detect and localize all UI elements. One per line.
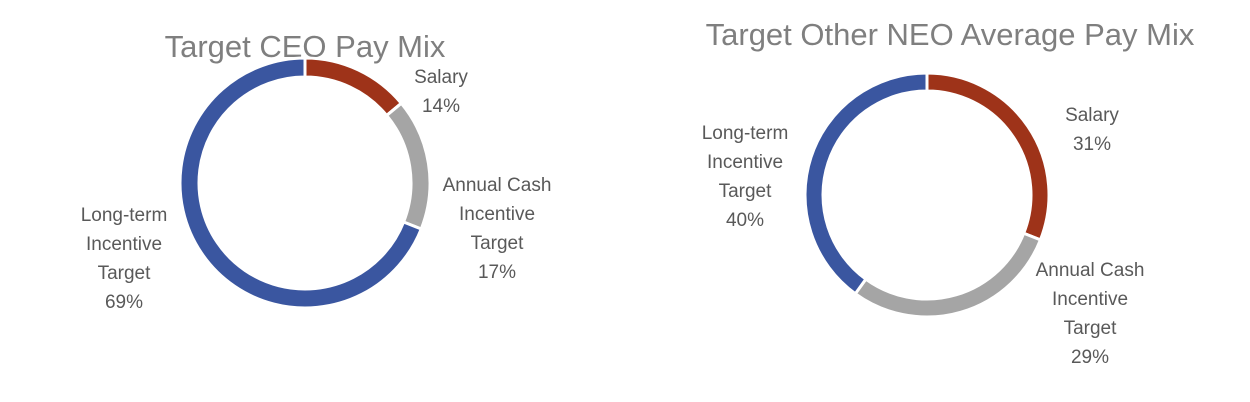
- neo-label-line: Incentive: [1052, 289, 1128, 310]
- neo-slice-salary: [925, 71, 1051, 242]
- ceo-donut: [178, 56, 432, 310]
- ceo-label-line: 17%: [478, 262, 516, 283]
- neo-label-line: Incentive: [707, 152, 783, 173]
- ceo-label-long-term-incentive-target: Long-term Incentive Target 69%: [81, 205, 168, 313]
- neo-donut: [803, 71, 1051, 319]
- ceo-label-line: Incentive: [459, 204, 535, 225]
- neo-label-line: 31%: [1073, 134, 1111, 155]
- neo-pay-mix-chart: Target Other NEO Average Pay Mix Salary 3…: [702, 17, 1195, 368]
- neo-label-line: Long-term: [702, 123, 789, 144]
- ceo-label-line: Target: [471, 233, 525, 254]
- ceo-label-line: 69%: [105, 292, 143, 313]
- ceo-label-line: Target: [98, 263, 152, 284]
- neo-label-line: Annual Cash: [1036, 260, 1145, 281]
- ceo-label-salary: Salary 14%: [414, 67, 468, 117]
- neo-label-line: Target: [1064, 318, 1118, 339]
- ceo-slice-salary: [303, 56, 403, 117]
- ceo-label-line: Long-term: [81, 205, 168, 226]
- neo-slice-annual-cash-incentive-target: [853, 231, 1042, 319]
- neo-chart-title: Target Other NEO Average Pay Mix: [706, 17, 1195, 52]
- ceo-label-line: Salary: [414, 67, 468, 88]
- ceo-pay-mix-chart: Target CEO Pay Mix Salary 14%Annual Cash I…: [81, 29, 552, 313]
- neo-label-long-term-incentive-target: Long-term Incentive Target 40%: [702, 123, 789, 231]
- neo-label-line: 40%: [726, 210, 764, 231]
- neo-slice-labels: Salary 31% Annual Cash Incentive Target 29% Lo…: [702, 105, 1145, 368]
- neo-label-salary: Salary 31%: [1065, 105, 1119, 155]
- ceo-label-line: Incentive: [86, 234, 162, 255]
- ceo-slice-annual-cash-incentive-target: [385, 101, 432, 231]
- neo-slice-long-term-incentive-target: [803, 71, 929, 296]
- neo-label-line: Target: [719, 181, 773, 202]
- ceo-slice-labels: Salary 14% Annual Cash Incentive Target 17% Lo…: [81, 67, 552, 313]
- ceo-label-annual-cash-incentive-target: Annual Cash Incentive Target 17%: [443, 175, 552, 283]
- ceo-slice-long-term-incentive-target: [178, 56, 423, 310]
- neo-label-line: 29%: [1071, 347, 1109, 368]
- ceo-label-line: 14%: [422, 96, 460, 117]
- neo-label-line: Salary: [1065, 105, 1119, 126]
- ceo-label-line: Annual Cash: [443, 175, 552, 196]
- neo-label-annual-cash-incentive-target: Annual Cash Incentive Target 29%: [1036, 260, 1145, 368]
